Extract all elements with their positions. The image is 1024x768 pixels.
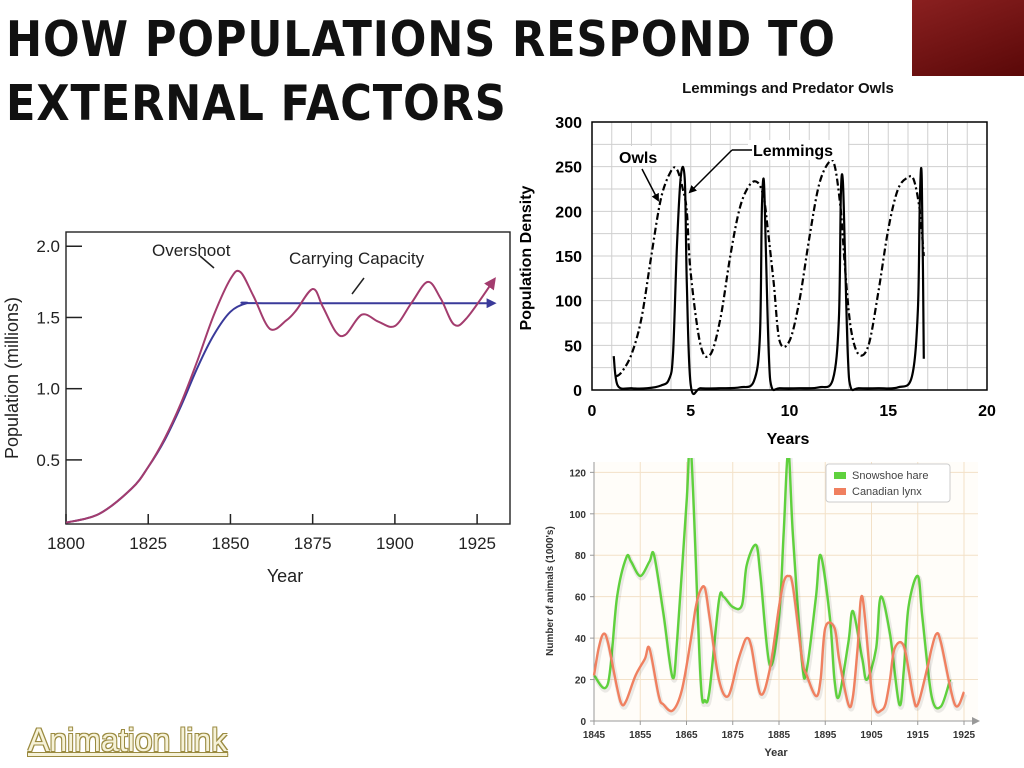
y-tick-label: 20 — [575, 676, 587, 687]
x-tick-label: 1925 — [458, 534, 496, 553]
x-tick-label: 20 — [978, 403, 996, 420]
y-tick-label: 0.5 — [36, 451, 60, 470]
y-tick-label: 60 — [575, 593, 587, 604]
y-tick-label: 1.5 — [36, 308, 60, 327]
plot-frame — [65, 231, 511, 525]
y-tick-label: 40 — [575, 634, 587, 645]
lemmings-label-bg — [748, 140, 848, 160]
y-tick-label: 0 — [580, 717, 586, 728]
y-tick-label: 50 — [564, 338, 582, 355]
legend-label-hare: Snowshoe hare — [852, 470, 928, 482]
snowshoe-hare-line — [593, 458, 952, 710]
y-axis-title: Population Density — [518, 185, 535, 330]
x-tick-label: 1885 — [768, 730, 791, 741]
legend-swatch-lynx — [834, 488, 846, 495]
owls-label-bg — [616, 146, 664, 166]
chart-title: Lemmings and Predator Owls — [682, 80, 894, 97]
owls-pointer — [641, 168, 659, 202]
x-tick-label: 0 — [588, 403, 597, 420]
overshoot-pointer — [199, 255, 215, 269]
annotation-overshoot: Overshoot — [152, 241, 231, 260]
animation-link[interactable]: Animation link — [28, 722, 228, 758]
title-line-1: HOW POPULATIONS RESPOND TO — [6, 11, 836, 68]
x-tick-label: 1865 — [675, 730, 698, 741]
y-axis-title: Number of animals (1000's) — [545, 526, 556, 656]
y-tick-label: 100 — [569, 510, 586, 521]
plot-frame — [591, 121, 988, 391]
x-tick-label: 1875 — [294, 534, 332, 553]
carrying-capacity-pointer — [351, 277, 365, 295]
y-tick-label: 300 — [555, 115, 582, 132]
legend-label-lynx: Canadian lynx — [852, 486, 922, 498]
x-tick-label: 10 — [781, 403, 799, 420]
y-axis-title: Population (millions) — [2, 297, 22, 459]
slide-title: HOW POPULATIONS RESPOND TO EXTERNAL FACTO… — [6, 8, 836, 136]
y-tick-label: 150 — [555, 249, 582, 266]
x-tick-label: 5 — [686, 403, 695, 420]
lemmings-pointer-tail — [688, 149, 733, 194]
legend-box — [825, 463, 951, 503]
y-tick-label: 2.0 — [36, 237, 60, 256]
owls-line — [615, 159, 925, 378]
x-tick-label: 1915 — [907, 730, 930, 741]
legend-swatch-hare — [834, 472, 846, 479]
x-tick-label: 1825 — [129, 534, 167, 553]
title-line-2: EXTERNAL FACTORS — [6, 75, 507, 132]
y-tick-label: 1.0 — [36, 380, 60, 399]
x-tick-label: 1925 — [953, 730, 976, 741]
canadian-lynx-line — [592, 574, 966, 714]
y-tick-label: 0 — [573, 383, 582, 400]
population-chart: 0.5 1.0 1.5 2.0 1800 1825 1850 1875 1900 1925 Ove… — [2, 231, 511, 586]
legend: Snowshoe hare Canadian lynx — [825, 463, 951, 503]
y-tick-label: 80 — [575, 551, 587, 562]
annotation-lemmings: Lemmings — [753, 143, 833, 160]
x-axis-title: Year — [764, 747, 788, 759]
y-tick-label: 200 — [555, 204, 582, 221]
x-tick-label: 1875 — [722, 730, 745, 741]
lemmings-owls-chart: Lemmings and Predator Owls 0501001502002… — [518, 80, 996, 448]
hare-lynx-chart: 0 20 40 60 80 100 120 1845 1855 1865 1875 1885 1895 1… — [545, 458, 980, 759]
overshoot-line — [65, 269, 496, 524]
x-tick-label: 1800 — [47, 534, 85, 553]
lemmings-line — [612, 165, 925, 396]
x-tick-label: 1855 — [629, 730, 652, 741]
y-tick-label: 100 — [555, 294, 582, 311]
x-tick-label: 1895 — [814, 730, 837, 741]
corner-accent — [912, 0, 1024, 76]
y-tick-label: 120 — [569, 468, 586, 479]
x-tick-label: 1850 — [212, 534, 250, 553]
x-tick-label: 1845 — [583, 730, 606, 741]
x-tick-label: 1905 — [860, 730, 883, 741]
annotation-carrying-capacity: Carrying Capacity — [289, 249, 425, 268]
x-tick-label: 15 — [879, 403, 897, 420]
annotation-owls: Owls — [619, 150, 657, 167]
y-tick-label: 250 — [555, 160, 582, 177]
x-axis-title: Years — [767, 431, 810, 448]
x-tick-label: 1900 — [376, 534, 414, 553]
x-axis-title: Year — [267, 566, 303, 586]
